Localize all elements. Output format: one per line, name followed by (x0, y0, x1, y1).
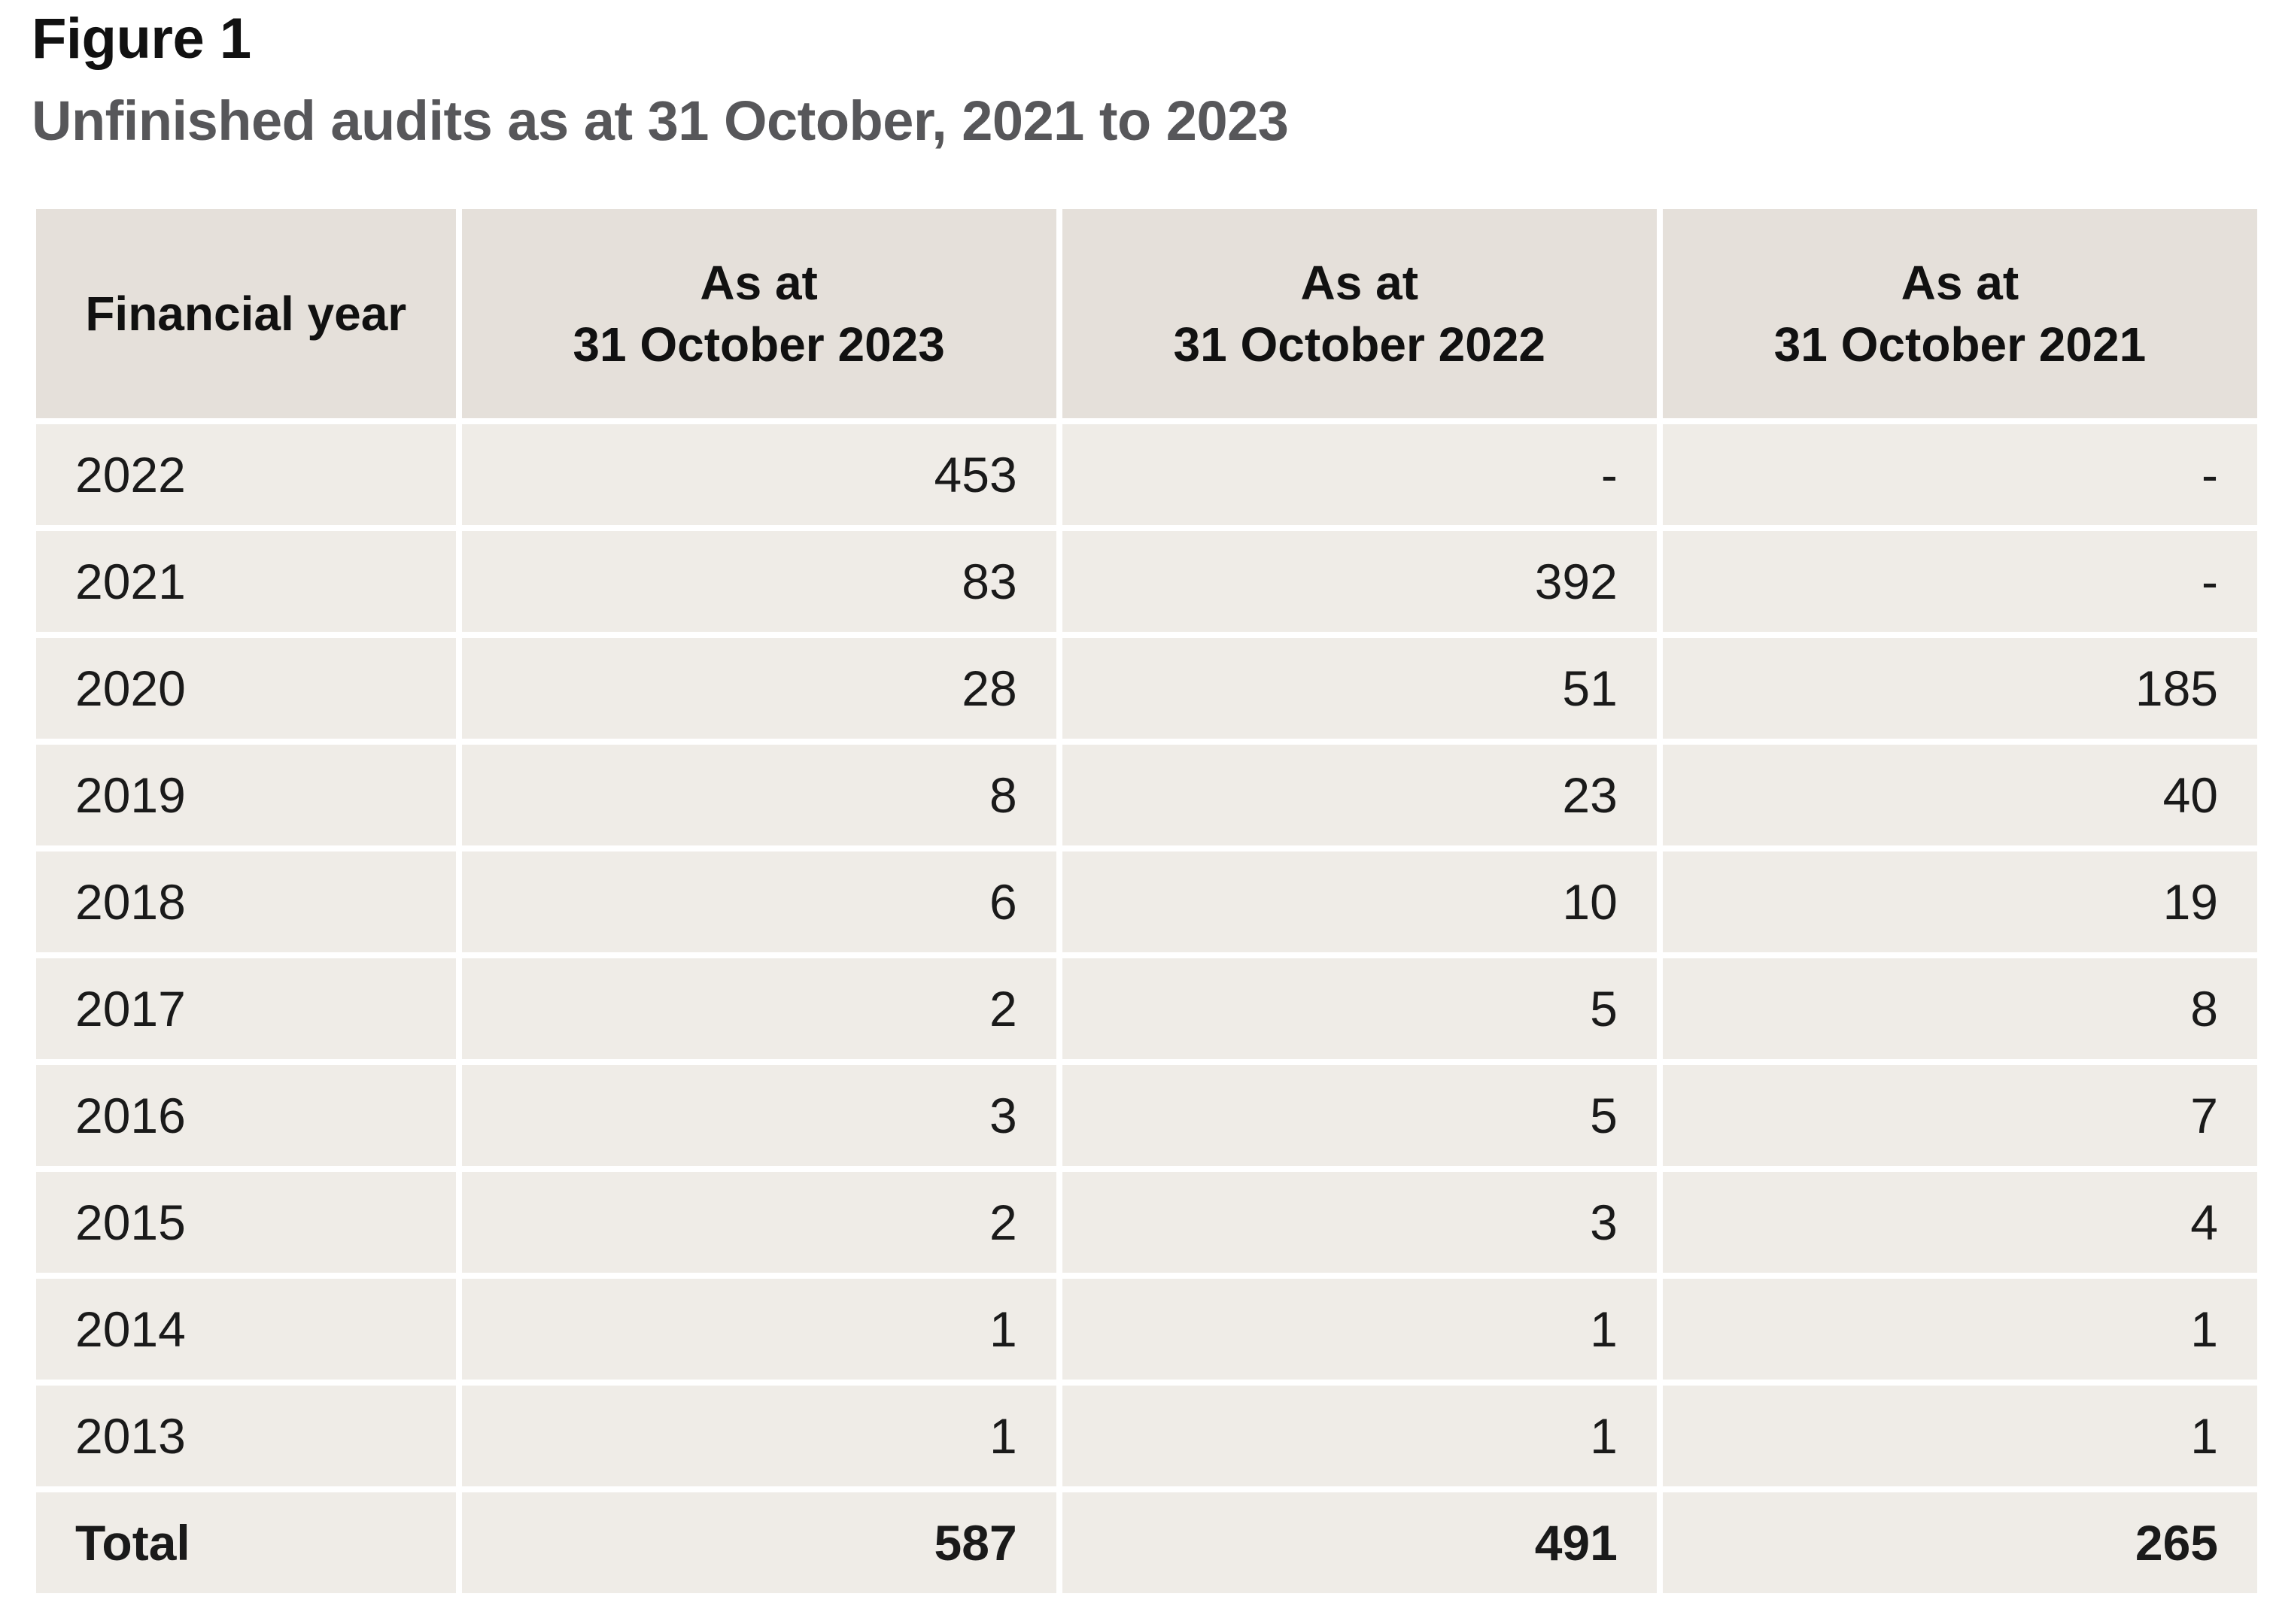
table-body: 2022 453- -2021 83 392-2020 28 51 185 2019 8 23 40 2… (36, 424, 2257, 1593)
cell-2021: 40 (1662, 745, 2257, 845)
table-row: 2013 1 1 1 (36, 1386, 2257, 1486)
cell-financial-year: 2019 (36, 745, 456, 845)
audits-table: Financial year As at 31 October 2023 As … (30, 203, 2263, 1599)
cell-financial-year: 2018 (36, 851, 456, 952)
cell-2021: 19 (1662, 851, 2257, 952)
header-label-line1: As at (700, 256, 818, 310)
total-label: Total (36, 1492, 456, 1593)
cell-2021: - (1662, 424, 2257, 525)
header-label: Financial year (85, 287, 407, 341)
cell-2022: 3 (1062, 1172, 1657, 1273)
cell-financial-year: 2017 (36, 958, 456, 1059)
cell-2023: 2 (461, 958, 1056, 1059)
cell-2022: 392 (1062, 531, 1657, 632)
table-row: 2015 2 3 4 (36, 1172, 2257, 1273)
cell-financial-year: 2013 (36, 1386, 456, 1486)
cell-2022: 1 (1062, 1386, 1657, 1486)
cell-financial-year: 2021 (36, 531, 456, 632)
cell-financial-year: 2014 (36, 1279, 456, 1380)
table-total-row: Total 587 491 265 (36, 1492, 2257, 1593)
table-row: 2020 28 51 185 (36, 638, 2257, 739)
table-row: 2014 1 1 1 (36, 1279, 2257, 1380)
total-2023: 587 (461, 1492, 1056, 1593)
cell-2022: 10 (1062, 851, 1657, 952)
cell-2021: 8 (1662, 958, 2257, 1059)
cell-2022: 1 (1062, 1279, 1657, 1380)
cell-2023: 3 (461, 1065, 1056, 1166)
cell-2021: 185 (1662, 638, 2257, 739)
cell-2021: 4 (1662, 1172, 2257, 1273)
cell-2022: 5 (1062, 1065, 1657, 1166)
table-header-row: Financial year As at 31 October 2023 As … (36, 209, 2257, 418)
cell-2022: 23 (1062, 745, 1657, 845)
total-2022: 491 (1062, 1492, 1657, 1593)
table-row: 2021 83 392- (36, 531, 2257, 632)
cell-financial-year: 2016 (36, 1065, 456, 1166)
table-row: 2019 8 23 40 (36, 745, 2257, 845)
figure-label: Figure 1 (32, 7, 251, 71)
header-label-line2: 31 October 2022 (1173, 317, 1546, 372)
cell-2021: 1 (1662, 1386, 2257, 1486)
figure-title: Unfinished audits as at 31 October, 2021… (32, 90, 1289, 152)
table-row: 2016 3 5 7 (36, 1065, 2257, 1166)
cell-financial-year: 2022 (36, 424, 456, 525)
cell-2023: 1 (461, 1386, 1056, 1486)
cell-2023: 83 (461, 531, 1056, 632)
cell-2021: - (1662, 531, 2257, 632)
cell-2023: 453 (461, 424, 1056, 525)
cell-2023: 1 (461, 1279, 1056, 1380)
cell-2021: 7 (1662, 1065, 2257, 1166)
cell-financial-year: 2020 (36, 638, 456, 739)
header-financial-year: Financial year (36, 209, 456, 418)
header-label-line1: As at (1300, 256, 1419, 310)
header-2022: As at 31 October 2022 (1062, 209, 1657, 418)
header-label-line2: 31 October 2021 (1773, 317, 2147, 372)
cell-2022: 51 (1062, 638, 1657, 739)
header-label-line2: 31 October 2023 (573, 317, 945, 372)
cell-2023: 8 (461, 745, 1056, 845)
header-label-line1: As at (1901, 256, 2019, 310)
cell-2023: 6 (461, 851, 1056, 952)
cell-2023: 2 (461, 1172, 1056, 1273)
cell-2023: 28 (461, 638, 1056, 739)
table-row: 2022 453- - (36, 424, 2257, 525)
cell-financial-year: 2015 (36, 1172, 456, 1273)
cell-2022: - (1062, 424, 1657, 525)
cell-2022: 5 (1062, 958, 1657, 1059)
table-row: 2017 2 5 8 (36, 958, 2257, 1059)
table-row: 2018 6 10 19 (36, 851, 2257, 952)
cell-2021: 1 (1662, 1279, 2257, 1380)
total-2021: 265 (1662, 1492, 2257, 1593)
header-2023: As at 31 October 2023 (461, 209, 1056, 418)
header-2021: As at 31 October 2021 (1662, 209, 2257, 418)
audits-table-container: Financial year As at 31 October 2023 As … (36, 209, 2257, 1593)
